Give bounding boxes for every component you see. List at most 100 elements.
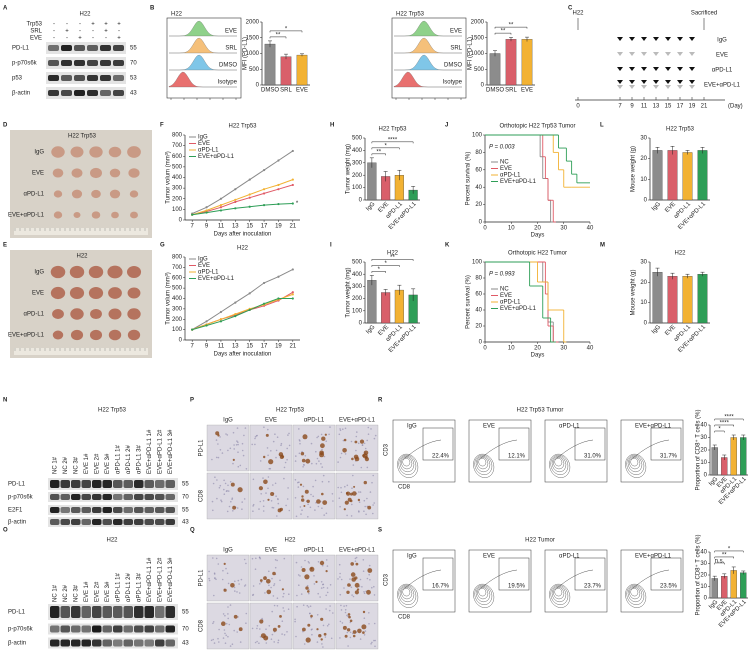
line-series bbox=[192, 293, 293, 331]
y-axis-label: Tumor weight (mg) bbox=[346, 144, 352, 194]
nucleus bbox=[280, 442, 283, 445]
nucleus bbox=[346, 514, 348, 517]
tumor bbox=[109, 189, 121, 199]
chart-title: H22 bbox=[237, 246, 249, 252]
y-tick-label: 20 bbox=[700, 448, 707, 454]
nucleus bbox=[363, 634, 366, 636]
nucleus bbox=[332, 500, 334, 502]
contour bbox=[402, 569, 442, 591]
ihc-image bbox=[249, 554, 293, 602]
condition-sign: - bbox=[79, 22, 81, 28]
nucleus bbox=[307, 516, 309, 518]
condition-sign: + bbox=[91, 22, 95, 28]
point bbox=[234, 301, 237, 304]
stain bbox=[279, 455, 284, 459]
nucleus bbox=[328, 609, 331, 612]
nucleus bbox=[344, 485, 346, 488]
tumor bbox=[51, 146, 65, 158]
tumor bbox=[126, 266, 142, 278]
nucleus bbox=[367, 433, 370, 436]
nucleus bbox=[217, 456, 220, 459]
nucleus bbox=[229, 645, 232, 647]
y-tick-label: 40 bbox=[700, 550, 707, 556]
annotation: P = 0.003 bbox=[489, 145, 515, 151]
column-label: IgG bbox=[223, 548, 233, 554]
dose-marker bbox=[689, 80, 695, 84]
nucleus bbox=[325, 440, 328, 443]
nucleus bbox=[350, 440, 353, 443]
nucleus bbox=[294, 479, 297, 481]
lane-label: EVE 3# bbox=[105, 453, 111, 474]
nucleus bbox=[328, 433, 330, 436]
gate bbox=[650, 557, 682, 591]
lane-label: NC 1# bbox=[53, 456, 59, 474]
nucleus bbox=[368, 573, 371, 576]
point bbox=[248, 178, 251, 181]
histogram-label: DMSO bbox=[219, 63, 237, 69]
nucleus bbox=[354, 557, 357, 560]
x-tick-label: SRL bbox=[280, 88, 292, 94]
band bbox=[61, 75, 72, 81]
blot-title: H22 bbox=[106, 538, 118, 544]
flow-frame bbox=[544, 549, 608, 613]
band bbox=[165, 606, 175, 618]
band bbox=[48, 90, 59, 96]
x-tick-label: 11 bbox=[218, 224, 225, 230]
point bbox=[234, 200, 237, 204]
bar bbox=[296, 54, 308, 86]
histogram-curve bbox=[169, 20, 237, 37]
x-tick-label: IgG bbox=[708, 476, 719, 487]
panel-label: H bbox=[330, 123, 334, 129]
gate bbox=[574, 557, 606, 591]
band bbox=[144, 494, 154, 500]
lane-label: EVE 2# bbox=[95, 581, 101, 602]
point bbox=[219, 197, 223, 200]
nucleus bbox=[316, 436, 318, 439]
dose-marker bbox=[689, 37, 695, 41]
group-label: αPD-L1 bbox=[559, 424, 580, 430]
nucleus bbox=[325, 512, 328, 515]
nucleus bbox=[294, 620, 296, 623]
y-tick-label: 20 bbox=[640, 280, 647, 286]
nucleus bbox=[223, 488, 225, 491]
significance-label: * bbox=[378, 267, 381, 273]
kda-label: 55 bbox=[130, 46, 137, 52]
nucleus bbox=[269, 467, 272, 470]
nucleus bbox=[212, 482, 215, 485]
nucleus bbox=[225, 634, 227, 637]
point bbox=[277, 275, 280, 278]
histogram-title: H22 Trp53 bbox=[396, 12, 425, 18]
nucleus bbox=[273, 584, 275, 587]
significance-bracket bbox=[371, 153, 386, 156]
nucleus bbox=[339, 637, 341, 639]
x-tick-label: 11 bbox=[218, 344, 225, 350]
bar bbox=[280, 56, 292, 86]
x-tick-label: 21 bbox=[289, 344, 296, 350]
band bbox=[123, 625, 133, 633]
chart-title: H22 bbox=[674, 251, 686, 257]
bar bbox=[730, 570, 737, 599]
nucleus bbox=[282, 595, 284, 598]
nucleus bbox=[330, 637, 333, 640]
point bbox=[248, 193, 251, 196]
tumor bbox=[107, 265, 123, 279]
nucleus bbox=[243, 558, 246, 561]
legend-label: αPD-L1 bbox=[500, 173, 521, 179]
contour bbox=[474, 584, 493, 605]
nucleus bbox=[255, 435, 258, 437]
flow-frame bbox=[620, 419, 684, 483]
nucleus bbox=[373, 594, 376, 596]
stain bbox=[272, 571, 276, 576]
y-tick-label: 0 bbox=[179, 338, 183, 344]
nucleus bbox=[369, 579, 371, 581]
nucleus bbox=[271, 577, 273, 580]
band bbox=[123, 606, 133, 618]
stain bbox=[350, 572, 356, 577]
flow-title: H22 Trp53 Tumor bbox=[517, 408, 564, 414]
band bbox=[60, 519, 70, 525]
y-tick-label: 0 bbox=[704, 473, 708, 479]
nucleus bbox=[239, 464, 242, 467]
stain bbox=[347, 583, 351, 587]
nucleus bbox=[212, 557, 214, 559]
nucleus bbox=[227, 635, 229, 638]
